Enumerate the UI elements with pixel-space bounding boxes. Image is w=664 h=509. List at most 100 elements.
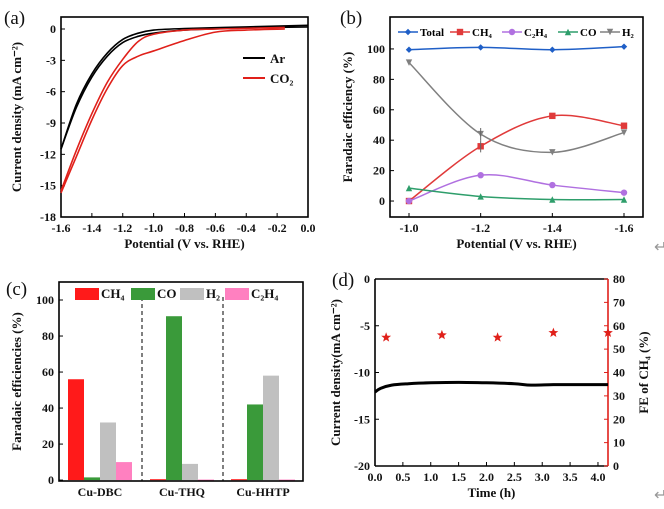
y-tick-label-a: 0 — [50, 22, 56, 36]
x-tick-label-a: -0.4 — [237, 221, 256, 235]
y-axis-title-b: Faradaic efficiency (%) — [340, 52, 355, 183]
y2-axis-title-d: FE of CH₄ (%) — [636, 331, 651, 413]
x-tick-label-a: -0.2 — [268, 221, 287, 235]
y-tick-label-a: -3 — [46, 53, 56, 67]
bar-cu-dbc — [68, 379, 84, 481]
fe-star-marker — [381, 332, 392, 342]
y2-tick-label-d: 50 — [613, 342, 625, 356]
series-line-3 — [408, 187, 625, 201]
legend-marker-b — [508, 28, 516, 36]
legend-label-c: CO — [157, 286, 177, 301]
legend-swatch-c — [131, 288, 155, 300]
x-tick-label-b: -1.0 — [399, 221, 418, 235]
x-axis-title-b: Potential (V vs. RHE) — [456, 236, 576, 251]
x-tick-label-b: -1.6 — [615, 221, 634, 235]
x-tick-label-d: 4.0 — [590, 470, 605, 484]
y-tick-label-a: -18 — [40, 210, 56, 224]
legend-marker-b — [456, 28, 464, 36]
y-axis-title-c: Faradaic efficiencies (%) — [9, 312, 24, 451]
y-tick-label-b: 20 — [373, 164, 385, 178]
x-tick-label-a: 0.0 — [301, 221, 316, 235]
legend-marker-b — [404, 28, 412, 36]
panel-label-d: (d) — [332, 270, 354, 291]
y-tick-label-c: 40 — [42, 401, 54, 415]
x-axis-title-d: Time (h) — [468, 485, 516, 500]
x-tick-label-a: -1.6 — [52, 221, 71, 235]
bar-cu-thq — [150, 479, 166, 481]
legend-label-c: CH₄ — [101, 286, 125, 301]
y-tick-label-c: 100 — [36, 293, 54, 307]
x-axis-title-a: Potential (V vs. RHE) — [124, 236, 244, 251]
data-point-3 — [620, 196, 628, 203]
y-tick-label-d: -10 — [354, 366, 370, 380]
y2-tick-label-d: 40 — [613, 366, 625, 380]
data-point-3 — [405, 184, 413, 192]
data-point-4 — [620, 129, 628, 136]
y-axis-title-d: Current density(mA cm⁻²) — [328, 299, 343, 446]
data-point-4 — [549, 149, 556, 156]
x-tick-label-d: 1.5 — [451, 470, 466, 484]
bar-cu-hhtp — [263, 375, 279, 481]
x-tick-label-d: 0.0 — [368, 470, 383, 484]
data-point-1 — [549, 112, 556, 120]
current-trace-d — [374, 380, 608, 394]
curve-ar — [60, 26, 309, 150]
y-tick-label-b: 0 — [379, 194, 385, 208]
panel-label-b: (b) — [340, 8, 362, 29]
bar-cu-hhtp — [247, 404, 263, 481]
y-tick-label-a: -15 — [40, 179, 56, 193]
y-tick-label-b: 100 — [367, 42, 385, 56]
return-mark: ↵ — [654, 239, 664, 256]
bar-cu-dbc — [100, 422, 116, 481]
legend-label-c: H₂ — [206, 286, 220, 301]
y2-tick-label-d: 60 — [613, 319, 625, 333]
legend-swatch-c — [180, 288, 204, 300]
series-line-0 — [408, 45, 625, 51]
x-tick-label-a: -1.4 — [82, 221, 101, 235]
x-tick-label-d: 3.5 — [563, 470, 578, 484]
category-label-c: Cu-HHTP — [236, 485, 289, 499]
y-axis-title-a: Current density (mA cm⁻²) — [9, 42, 24, 192]
fe-star-marker — [436, 329, 447, 340]
data-point-0 — [405, 46, 413, 53]
legend-label-b: H₂ — [622, 27, 635, 39]
legend-marker-b — [606, 28, 614, 36]
legend-label-b: CH₄ — [472, 27, 493, 39]
panel-label-a: (a) — [4, 8, 25, 29]
category-label-c: Cu-THQ — [159, 485, 205, 499]
y-tick-label-c: 0 — [48, 473, 54, 487]
x-tick-label-d: 0.5 — [395, 470, 410, 484]
x-tick-label-d: 2.5 — [507, 470, 522, 484]
x-tick-label-d: 2.0 — [479, 470, 494, 484]
bar-cu-hhtp — [279, 479, 295, 481]
curve-co2 — [60, 28, 285, 194]
legend-label-c: C₂H₄ — [251, 286, 278, 301]
y-tick-label-a: -9 — [46, 116, 56, 130]
fe-star-marker — [603, 327, 613, 337]
x-tick-label-a: -0.8 — [175, 221, 194, 235]
bar-cu-thq — [182, 463, 198, 481]
legend-marker-b — [564, 28, 572, 36]
data-point-3 — [549, 196, 556, 203]
y-tick-label-c: 20 — [42, 437, 54, 451]
y2-tick-label-d: 0 — [613, 459, 619, 473]
bar-cu-thq — [198, 479, 214, 481]
data-point-2 — [405, 197, 413, 205]
y-tick-label-c: 60 — [42, 365, 54, 379]
bar-cu-thq — [166, 316, 182, 481]
curve-co2 — [60, 26, 285, 192]
y-tick-label-d: -20 — [354, 459, 370, 473]
y2-tick-label-d: 80 — [613, 272, 625, 286]
data-point-2 — [620, 189, 628, 196]
plot-frame-c — [58, 281, 304, 482]
y-tick-label-c: 80 — [42, 329, 54, 343]
category-label-c: Cu-DBC — [78, 485, 123, 499]
y-tick-label-d: -15 — [354, 412, 370, 426]
y2-tick-label-d: 10 — [613, 436, 625, 450]
legend-label-b: C₂H₄ — [524, 27, 548, 39]
legend-label-a: Ar — [270, 51, 285, 66]
data-point-0 — [549, 46, 556, 53]
legend-swatch-c — [75, 288, 99, 300]
plot-frame-a — [60, 16, 309, 218]
